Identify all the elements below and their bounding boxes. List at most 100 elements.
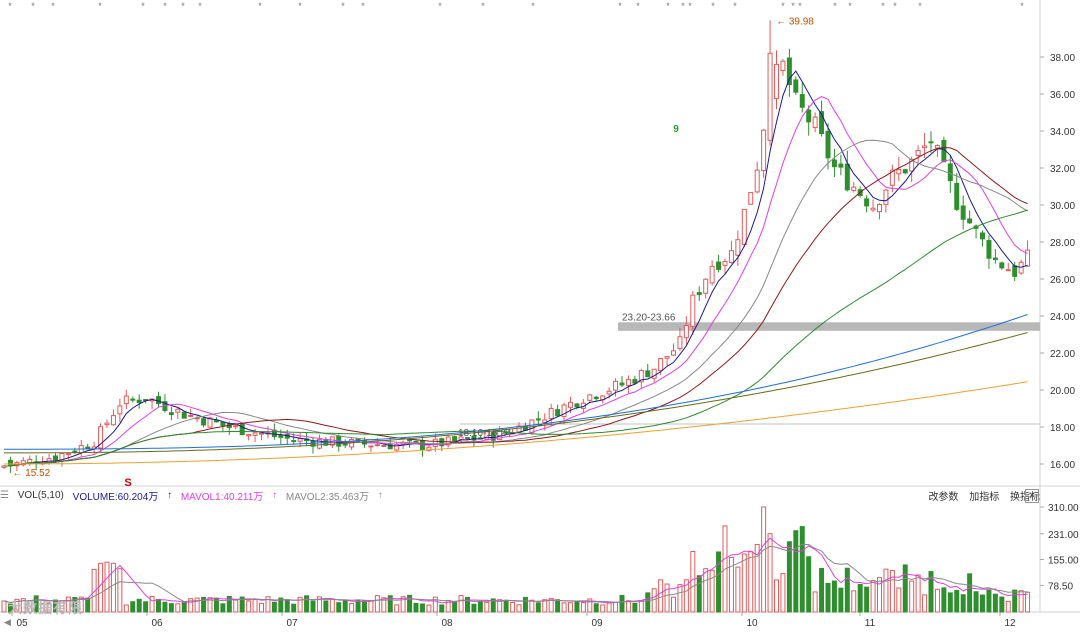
candle-body bbox=[471, 435, 477, 441]
price-label: 26.00 bbox=[1050, 275, 1075, 286]
volume-bar bbox=[297, 596, 303, 613]
candle-body bbox=[613, 380, 619, 391]
candle-body bbox=[806, 109, 812, 123]
volume-bar bbox=[986, 589, 992, 613]
volume-bar bbox=[342, 600, 348, 613]
high-price-label: ← 39.98 bbox=[776, 16, 814, 27]
volume-bar bbox=[85, 597, 91, 613]
change-params-button[interactable]: 改参数 bbox=[928, 492, 959, 503]
month-label: 09 bbox=[591, 618, 603, 629]
volume-bar bbox=[477, 601, 483, 613]
event-marker-icon: * bbox=[1020, 1, 1024, 11]
volume-indicator-name[interactable]: VOL(5,10) bbox=[17, 490, 64, 501]
ma250-line bbox=[4, 332, 1028, 454]
price-label: 20.00 bbox=[1050, 386, 1075, 397]
candle-body bbox=[156, 396, 161, 405]
volume-bars-group bbox=[1, 506, 1031, 613]
candle-body bbox=[786, 57, 792, 86]
ma10-line bbox=[3, 96, 1028, 467]
candle-body bbox=[381, 444, 387, 447]
volume-bar bbox=[677, 584, 683, 613]
volume-bar bbox=[600, 604, 606, 613]
volume-bar bbox=[664, 583, 670, 613]
candle-body bbox=[992, 257, 998, 261]
menu-icon[interactable]: ☰ bbox=[0, 490, 9, 501]
add-indicator-button[interactable]: 加指标 bbox=[969, 492, 1000, 503]
volume-bar bbox=[812, 591, 818, 613]
volume-bar bbox=[761, 506, 767, 613]
volume-bar bbox=[683, 579, 689, 613]
candle-body bbox=[947, 163, 953, 182]
candle-body bbox=[490, 432, 496, 441]
arrow-up-icon: ↑ bbox=[167, 490, 173, 501]
volume-bar bbox=[980, 594, 985, 613]
volume-bar bbox=[149, 595, 155, 613]
indicator-buttons: 改参数 加指标 换指标 bbox=[920, 488, 1040, 503]
price-label: 24.00 bbox=[1050, 312, 1075, 323]
volume-bar bbox=[284, 599, 290, 613]
arrow-up-icon: ↑ bbox=[377, 490, 383, 501]
candle-body bbox=[844, 163, 850, 191]
volume-bar bbox=[934, 588, 940, 613]
close-panel-button[interactable]: ✕ bbox=[1025, 489, 1039, 503]
candle-body bbox=[767, 52, 773, 141]
volume-bar bbox=[181, 601, 187, 613]
volume-bar bbox=[329, 598, 335, 613]
candle-body bbox=[638, 370, 644, 383]
volume-bar bbox=[162, 601, 168, 613]
event-marker-icon: * bbox=[141, 1, 145, 11]
volume-bar bbox=[806, 556, 812, 613]
volume-bar bbox=[310, 600, 316, 613]
volume-bar bbox=[580, 602, 586, 613]
volume-bar bbox=[452, 601, 458, 613]
volume-bar bbox=[896, 587, 902, 613]
candle-body bbox=[793, 79, 799, 93]
event-marker-icon: * bbox=[8, 1, 12, 11]
candle-body bbox=[735, 239, 741, 256]
volume-bar bbox=[381, 597, 387, 613]
volume-header: ☰ VOL(5,10) VOLUME:60.204万 ↑ MAVOL1:40.2… bbox=[0, 488, 1040, 504]
candle-body bbox=[831, 159, 837, 168]
candle-body bbox=[889, 169, 895, 186]
volume-bar bbox=[252, 598, 258, 613]
candle-body bbox=[780, 60, 786, 71]
candle-body bbox=[316, 439, 322, 449]
volume-bar bbox=[786, 541, 792, 613]
candle-body bbox=[587, 394, 593, 401]
candle-body bbox=[220, 421, 226, 426]
volume-bar bbox=[194, 597, 200, 613]
event-marker-icon: * bbox=[681, 1, 685, 11]
event-marker-icon: * bbox=[918, 1, 922, 11]
candle-body bbox=[960, 205, 966, 220]
event-marker-icon: * bbox=[688, 1, 692, 11]
volume-bar bbox=[690, 550, 696, 613]
volume-bar bbox=[851, 590, 857, 613]
volume-bar bbox=[78, 596, 84, 613]
candle-body bbox=[239, 422, 245, 436]
volume-bar bbox=[645, 592, 651, 613]
candle-body bbox=[342, 443, 348, 446]
scroll-left-icon[interactable]: ◀ bbox=[4, 617, 11, 627]
volume-bar bbox=[671, 596, 676, 613]
candle-body bbox=[233, 425, 239, 428]
volume-bar bbox=[703, 568, 709, 613]
volume-bar bbox=[947, 592, 953, 613]
price-label: 28.00 bbox=[1050, 238, 1075, 249]
volume-bar bbox=[625, 600, 631, 613]
volume-bar bbox=[490, 598, 496, 613]
volume-bar bbox=[349, 602, 355, 613]
event-marker-icon: * bbox=[798, 1, 802, 11]
candle-body bbox=[175, 408, 181, 413]
volume-bar bbox=[754, 543, 760, 613]
candle-body bbox=[387, 443, 393, 450]
event-marker-icon: * bbox=[791, 1, 795, 11]
candle-body bbox=[980, 232, 985, 240]
mavol1-value: MAVOL1:40.211万 bbox=[180, 492, 264, 503]
volume-bar bbox=[928, 571, 934, 613]
volume-bar bbox=[748, 551, 754, 613]
volume-bar bbox=[716, 551, 722, 613]
candle-body bbox=[98, 426, 104, 449]
event-marker-icon: * bbox=[893, 1, 897, 11]
